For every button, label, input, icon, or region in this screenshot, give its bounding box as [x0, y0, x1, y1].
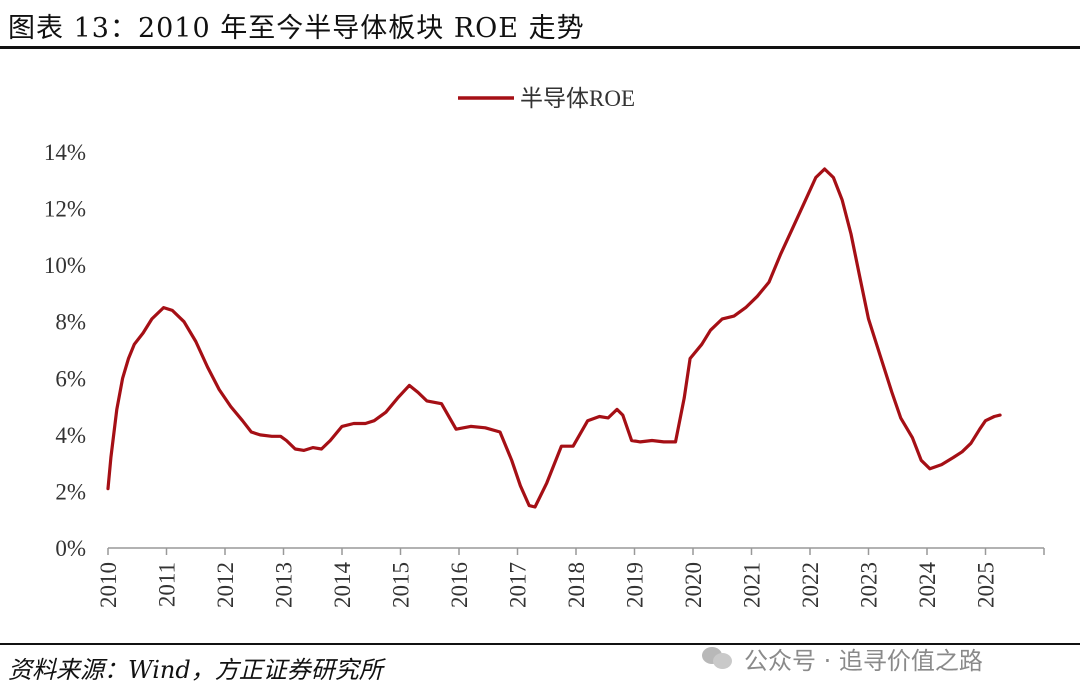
x-tick-label: 2015 — [389, 562, 414, 608]
x-axis: 2010 2011 2012 2013 2014 2015 2016 2017 2018 2019… — [96, 547, 1045, 609]
x-tick-label: 2021 — [740, 562, 765, 608]
y-tick-label: 2% — [55, 479, 86, 504]
x-tick-label: 2013 — [272, 562, 297, 608]
title-divider — [0, 46, 1080, 49]
x-tick-label: 2025 — [974, 562, 999, 608]
x-tick-label: 2023 — [857, 562, 882, 608]
x-tick-label: 2024 — [915, 562, 940, 609]
y-tick-label: 8% — [55, 310, 86, 335]
y-tick-label: 14% — [44, 140, 86, 165]
source-note: 资料来源：Wind，方正证券研究所 — [8, 656, 383, 684]
x-tick-label: 2014 — [330, 562, 355, 609]
roe-line-chart: 半导体ROE 0%2%4%6%8%10%12%14% 2010 2011 2012 2… — [44, 86, 1045, 609]
x-tick-label: 2012 — [213, 562, 238, 608]
y-tick-label: 0% — [55, 536, 86, 561]
legend: 半导体ROE — [458, 86, 635, 111]
watermark-text: 公众号 · 追寻价值之路 — [744, 646, 983, 675]
footer-divider — [0, 643, 1080, 645]
y-tick-label: 4% — [55, 423, 86, 448]
series-line-0 — [106, 167, 1002, 509]
y-tick-label: 10% — [44, 253, 86, 278]
x-tick-label: 2017 — [506, 562, 531, 608]
legend-label: 半导体ROE — [520, 86, 635, 111]
x-tick-label: 2011 — [155, 562, 180, 607]
x-tick-label: 2016 — [447, 562, 472, 608]
x-tick-label: 2019 — [623, 562, 648, 608]
wechat-icon — [700, 645, 734, 671]
x-tick-label: 2018 — [564, 562, 589, 608]
x-tick-label: 2010 — [96, 562, 121, 608]
watermark: 公众号 · 追寻价值之路 — [700, 640, 1060, 676]
y-tick-label: 6% — [55, 366, 86, 391]
y-axis: 0% 2% 4% 6% 8% 10% 12% 14% — [44, 140, 86, 561]
chart-title: 图表 13：2010 年至今半导体板块 ROE 走势 — [8, 13, 585, 44]
x-tick-label: 2022 — [798, 562, 823, 608]
series-layer — [106, 167, 1002, 509]
y-tick-label: 12% — [44, 197, 86, 222]
x-tick-label: 2020 — [681, 562, 706, 608]
